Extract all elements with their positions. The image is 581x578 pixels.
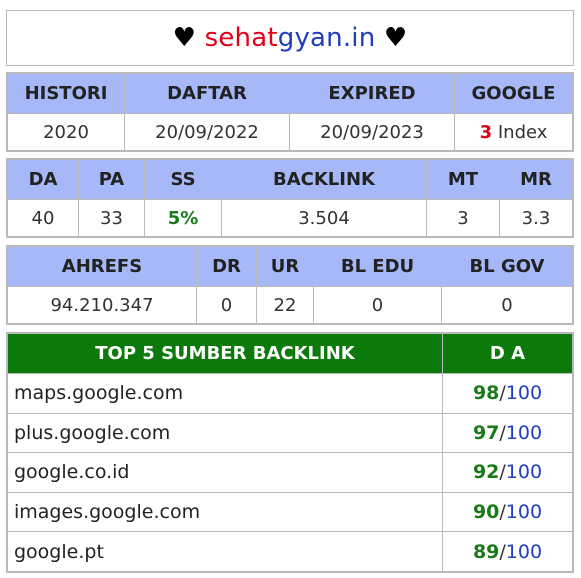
value-dr: 0 (196, 286, 257, 324)
score-max: 100 (505, 382, 543, 405)
site-title-part-1: sehat (204, 23, 278, 53)
score-max: 100 (505, 421, 543, 444)
value-bl-edu: 0 (313, 286, 442, 324)
table-row: google.pt 89/100 (7, 531, 573, 572)
score-slash: / (499, 421, 506, 444)
heart-icon-right: ♥ (383, 23, 408, 53)
score-max: 100 (505, 501, 543, 524)
backlink-score: 90/100 (442, 491, 573, 533)
score-value: 98 (472, 382, 500, 405)
value-da: 40 (7, 199, 79, 237)
backlink-site: google.co.id (7, 452, 443, 493)
value-pa: 33 (78, 199, 145, 237)
backlink-site: plus.google.com (7, 412, 443, 454)
site-title-part-2: gyan.in (277, 23, 376, 53)
score-max: 100 (505, 461, 543, 484)
header-backlink: BACKLINK (221, 159, 427, 200)
table-row: maps.google.com 98/100 (7, 373, 573, 414)
value-google: 3 Index (454, 113, 573, 151)
header-mr: MR (499, 159, 573, 200)
header-dr: DR (196, 246, 257, 287)
value-ahrefs: 94.210.347 (7, 286, 197, 324)
backlink-site: maps.google.com (7, 373, 443, 414)
score-value: 97 (472, 421, 500, 444)
header-google: GOOGLE (454, 73, 573, 114)
value-ss: 5% (144, 199, 222, 237)
header-ahrefs: AHREFS (7, 246, 197, 287)
header-histori: HISTORI (7, 73, 125, 114)
score-value: 92 (472, 461, 500, 484)
metrics-table: DA PA SS BACKLINK MT MR 40 33 5% 3.504 3… (6, 158, 574, 238)
google-index-count: 3 (479, 121, 493, 143)
table-row: plus.google.com 97/100 (7, 412, 573, 454)
header-ur: UR (256, 246, 314, 287)
backlink-score: 97/100 (442, 412, 573, 454)
value-expired: 20/09/2023 (289, 113, 455, 151)
top-backlink-table: TOP 5 SUMBER BACKLINK D A maps.google.co… (6, 332, 574, 573)
score-slash: / (499, 382, 506, 405)
value-bl-gov: 0 (441, 286, 573, 324)
score-value: 90 (472, 501, 500, 524)
header-da: DA (7, 159, 79, 200)
header-bl-gov: BL GOV (441, 246, 573, 287)
value-ur: 22 (256, 286, 314, 324)
site-title: ♥ sehatgyan.in ♥ (173, 25, 408, 51)
header-top-backlink: TOP 5 SUMBER BACKLINK (7, 333, 443, 374)
table-row: images.google.com 90/100 (7, 491, 573, 533)
header-pa: PA (78, 159, 145, 200)
backlink-site: google.pt (7, 531, 443, 572)
header-daftar: DAFTAR (124, 73, 290, 114)
table-row: google.co.id 92/100 (7, 452, 573, 493)
site-title-box: ♥ sehatgyan.in ♥ (6, 10, 574, 66)
google-index-label: Index (492, 121, 548, 143)
value-histori: 2020 (7, 113, 125, 151)
history-table: HISTORI DAFTAR EXPIRED GOOGLE 2020 20/09… (6, 72, 574, 152)
backlink-site: images.google.com (7, 491, 443, 533)
header-bl-edu: BL EDU (313, 246, 442, 287)
backlink-score: 98/100 (442, 373, 573, 414)
backlink-score: 89/100 (442, 531, 573, 572)
score-slash: / (499, 461, 506, 484)
score-slash: / (499, 501, 506, 524)
backlink-score: 92/100 (442, 452, 573, 493)
header-mt: MT (426, 159, 500, 200)
header-da-score: D A (442, 333, 573, 374)
heart-icon-left: ♥ (172, 23, 197, 53)
score-slash: / (499, 540, 506, 563)
ahrefs-table: AHREFS DR UR BL EDU BL GOV 94.210.347 0 … (6, 245, 574, 325)
value-mr: 3.3 (499, 199, 573, 237)
value-mt: 3 (426, 199, 500, 237)
header-ss: SS (144, 159, 222, 200)
value-backlink: 3.504 (221, 199, 427, 237)
score-max: 100 (505, 540, 543, 563)
score-value: 89 (472, 540, 500, 563)
header-expired: EXPIRED (289, 73, 455, 114)
value-daftar: 20/09/2022 (124, 113, 290, 151)
